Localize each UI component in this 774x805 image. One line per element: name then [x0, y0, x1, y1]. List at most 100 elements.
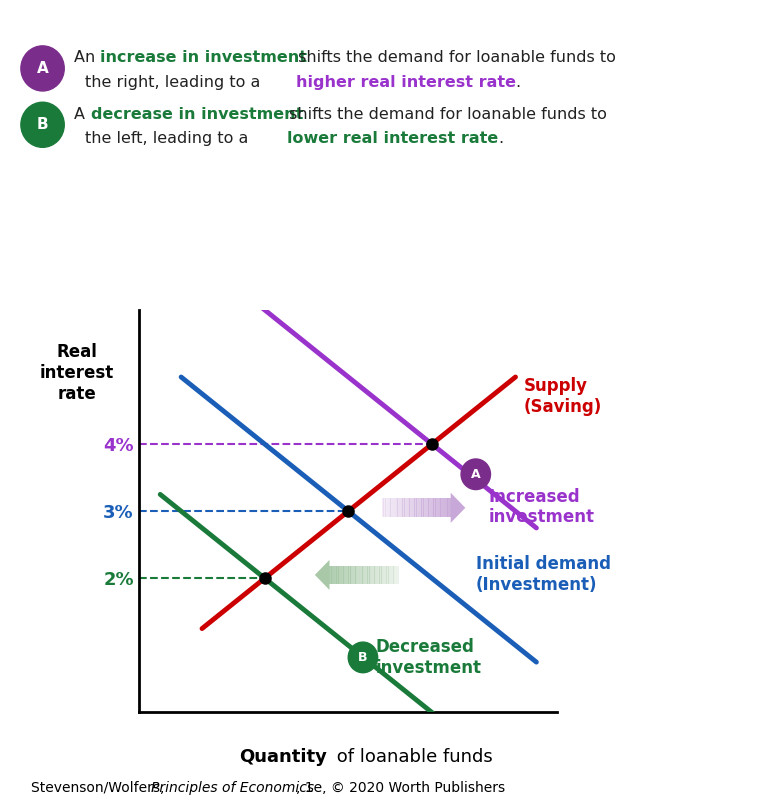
- Bar: [371, 566, 373, 584]
- Bar: [341, 566, 344, 584]
- Bar: [352, 566, 354, 584]
- Bar: [392, 566, 394, 584]
- Bar: [362, 566, 365, 584]
- Bar: [401, 498, 402, 518]
- Text: Decreased
investment: Decreased investment: [375, 638, 481, 677]
- Text: shifts the demand for loanable funds to: shifts the demand for loanable funds to: [293, 51, 616, 65]
- Bar: [355, 566, 358, 584]
- FancyArrow shape: [315, 560, 330, 590]
- Bar: [435, 498, 437, 518]
- FancyArrow shape: [450, 493, 465, 523]
- Text: An: An: [74, 51, 100, 65]
- Bar: [444, 498, 446, 518]
- Text: Principles of Economics: Principles of Economics: [151, 782, 314, 795]
- Text: Supply
(Saving): Supply (Saving): [524, 377, 602, 416]
- Bar: [389, 498, 391, 518]
- Bar: [421, 498, 423, 518]
- Bar: [375, 566, 376, 584]
- Bar: [376, 566, 378, 584]
- Bar: [406, 498, 408, 518]
- Bar: [382, 566, 383, 584]
- Bar: [383, 566, 385, 584]
- Bar: [345, 566, 348, 584]
- Bar: [382, 498, 384, 518]
- Bar: [390, 498, 392, 518]
- Text: Initial demand
(Investment): Initial demand (Investment): [476, 555, 611, 593]
- Bar: [385, 498, 387, 518]
- Text: Quantity: Quantity: [239, 748, 327, 766]
- Bar: [402, 498, 405, 518]
- Bar: [409, 498, 412, 518]
- Text: .: .: [515, 75, 521, 89]
- Bar: [331, 566, 334, 584]
- Bar: [386, 566, 389, 584]
- Bar: [340, 566, 342, 584]
- Bar: [418, 498, 420, 518]
- Bar: [399, 498, 401, 518]
- Bar: [365, 566, 368, 584]
- Bar: [364, 566, 366, 584]
- Bar: [333, 566, 335, 584]
- Bar: [426, 498, 429, 518]
- Bar: [404, 498, 406, 518]
- Text: Stevenson/Wolfers,: Stevenson/Wolfers,: [31, 782, 169, 795]
- Text: Real
interest
rate: Real interest rate: [39, 344, 114, 403]
- Bar: [397, 498, 399, 518]
- Text: higher real interest rate: higher real interest rate: [296, 75, 516, 89]
- Bar: [347, 566, 349, 584]
- Bar: [334, 566, 337, 584]
- Bar: [392, 498, 394, 518]
- Bar: [395, 566, 397, 584]
- Text: Increased
investment: Increased investment: [488, 488, 594, 526]
- Bar: [330, 566, 331, 584]
- Bar: [368, 566, 369, 584]
- Bar: [442, 498, 444, 518]
- Text: A: A: [74, 107, 90, 122]
- Bar: [361, 566, 363, 584]
- Bar: [337, 566, 338, 584]
- Bar: [396, 498, 398, 518]
- Bar: [378, 566, 380, 584]
- Text: B: B: [358, 651, 368, 664]
- Bar: [415, 498, 416, 518]
- Bar: [393, 566, 396, 584]
- Bar: [388, 566, 390, 584]
- Bar: [411, 498, 413, 518]
- Bar: [387, 498, 389, 518]
- Bar: [390, 566, 392, 584]
- Bar: [416, 498, 419, 518]
- Bar: [397, 566, 399, 584]
- Bar: [383, 498, 385, 518]
- Bar: [350, 566, 352, 584]
- Bar: [379, 566, 382, 584]
- Bar: [423, 498, 425, 518]
- Bar: [357, 566, 359, 584]
- Bar: [430, 498, 432, 518]
- Text: .: .: [498, 131, 503, 146]
- Bar: [385, 566, 387, 584]
- Text: , 1e, © 2020 Worth Publishers: , 1e, © 2020 Worth Publishers: [296, 782, 505, 795]
- Text: the left, leading to a: the left, leading to a: [85, 131, 254, 146]
- Bar: [446, 498, 447, 518]
- Bar: [439, 498, 440, 518]
- Bar: [449, 498, 451, 518]
- Text: decrease in investment: decrease in investment: [91, 107, 303, 122]
- Bar: [408, 498, 409, 518]
- Bar: [437, 498, 439, 518]
- Bar: [354, 566, 356, 584]
- Bar: [413, 498, 415, 518]
- Bar: [428, 498, 430, 518]
- Bar: [447, 498, 450, 518]
- Text: shifts the demand for loanable funds to: shifts the demand for loanable funds to: [284, 107, 608, 122]
- Bar: [394, 498, 396, 518]
- Bar: [432, 498, 434, 518]
- Bar: [359, 566, 361, 584]
- Bar: [420, 498, 422, 518]
- Bar: [425, 498, 427, 518]
- Text: A: A: [471, 468, 481, 481]
- Bar: [369, 566, 372, 584]
- Bar: [433, 498, 436, 518]
- Bar: [338, 566, 341, 584]
- Bar: [440, 498, 443, 518]
- Bar: [372, 566, 375, 584]
